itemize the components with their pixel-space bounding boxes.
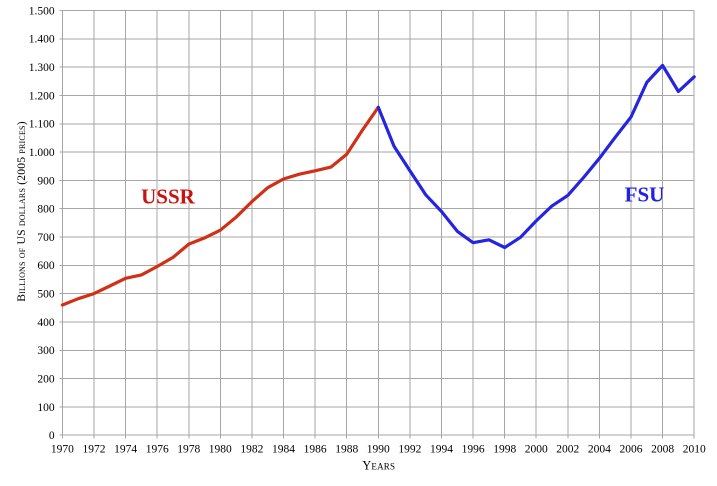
svg-text:1994: 1994 xyxy=(430,444,453,456)
svg-text:1974: 1974 xyxy=(114,444,137,456)
svg-text:1.500: 1.500 xyxy=(29,5,55,17)
svg-text:1998: 1998 xyxy=(493,444,516,456)
svg-text:700: 700 xyxy=(37,232,55,244)
svg-text:0: 0 xyxy=(49,430,55,442)
svg-text:1980: 1980 xyxy=(209,444,232,456)
svg-text:1972: 1972 xyxy=(83,444,106,456)
svg-text:Billions of US dollars (2005 p: Billions of US dollars (2005 prices) xyxy=(15,121,28,302)
svg-text:1988: 1988 xyxy=(335,444,358,456)
svg-text:1984: 1984 xyxy=(272,444,295,456)
svg-text:2002: 2002 xyxy=(556,444,579,456)
svg-text:Years: Years xyxy=(362,459,395,473)
svg-text:1.100: 1.100 xyxy=(29,119,55,131)
svg-text:1986: 1986 xyxy=(304,444,327,456)
svg-text:1.400: 1.400 xyxy=(29,34,55,46)
svg-text:2000: 2000 xyxy=(525,444,548,456)
svg-text:1992: 1992 xyxy=(398,444,421,456)
svg-text:1.300: 1.300 xyxy=(29,62,55,74)
svg-text:300: 300 xyxy=(37,345,55,357)
svg-text:200: 200 xyxy=(37,374,55,386)
svg-text:1982: 1982 xyxy=(240,444,263,456)
svg-text:2010: 2010 xyxy=(683,444,706,456)
svg-text:USSR: USSR xyxy=(141,185,196,209)
svg-text:600: 600 xyxy=(37,260,55,272)
svg-text:900: 900 xyxy=(37,175,55,187)
svg-text:2006: 2006 xyxy=(620,444,643,456)
svg-text:1978: 1978 xyxy=(177,444,200,456)
svg-text:100: 100 xyxy=(37,402,55,414)
svg-text:800: 800 xyxy=(37,204,55,216)
svg-text:2004: 2004 xyxy=(588,444,611,456)
svg-text:2008: 2008 xyxy=(651,444,674,456)
svg-text:1970: 1970 xyxy=(51,444,74,456)
svg-text:500: 500 xyxy=(37,289,55,301)
svg-text:1.200: 1.200 xyxy=(29,90,55,102)
svg-text:FSU: FSU xyxy=(625,183,665,207)
svg-text:1996: 1996 xyxy=(462,444,485,456)
svg-text:1990: 1990 xyxy=(367,444,390,456)
svg-text:1.000: 1.000 xyxy=(29,147,55,159)
svg-text:400: 400 xyxy=(37,317,55,329)
svg-text:1976: 1976 xyxy=(146,444,169,456)
